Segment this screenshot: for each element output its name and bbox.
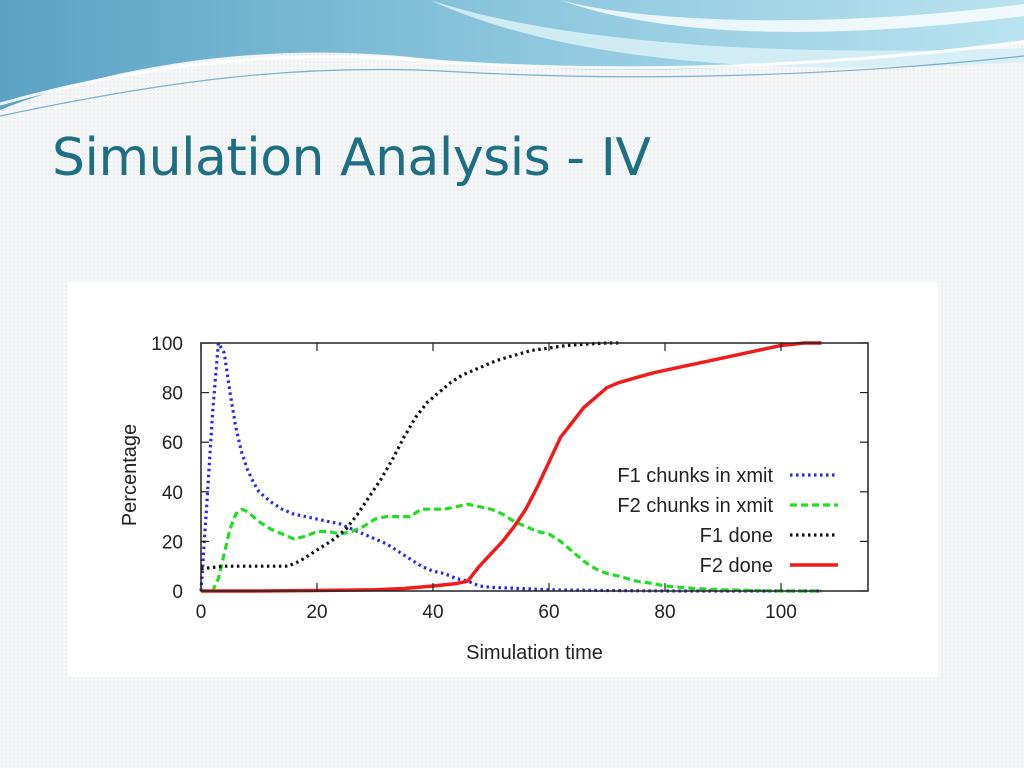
x-tick-label: 100 [765,602,797,623]
slide-title: Simulation Analysis - IV [52,128,651,188]
y-tick-label: 100 [151,334,183,355]
axis-ticks: 0 20 40 60 80 100 0 20 40 60 80 100 [151,334,868,623]
y-tick-label: 80 [162,384,183,405]
x-tick-label: 40 [422,602,443,623]
y-tick-label: 0 [172,582,183,603]
legend-label: F2 done [700,555,773,577]
x-tick-label: 60 [538,602,559,623]
y-tick-label: 40 [162,483,183,504]
x-tick-label: 0 [196,602,207,623]
y-tick-label: 20 [162,532,183,553]
y-axis-title: Percentage [119,424,141,526]
slide-header-banner [0,0,1024,117]
legend-label: F1 done [700,525,773,547]
series-line-f2-chunks-in-xmit [201,502,822,593]
chart-legend: F1 chunks in xmit F2 chunks in xmit F1 don… [617,465,838,577]
x-tick-label: 20 [306,602,327,623]
x-axis-title: Simulation time [466,642,603,664]
y-tick-label: 60 [162,433,183,454]
line-chart: 0 20 40 60 80 100 0 20 40 60 80 100 Simulation time… [119,334,869,664]
legend-label: F2 chunks in xmit [617,495,773,517]
plot-frame [200,342,869,592]
chart-figure: 0 20 40 60 80 100 0 20 40 60 80 100 Simulation time… [68,282,938,677]
series-line-f2-done [201,341,822,593]
series-line-f1-done [200,341,619,571]
series-lines [199,341,822,593]
x-tick-label: 80 [654,602,675,623]
legend-label: F1 chunks in xmit [617,465,773,487]
